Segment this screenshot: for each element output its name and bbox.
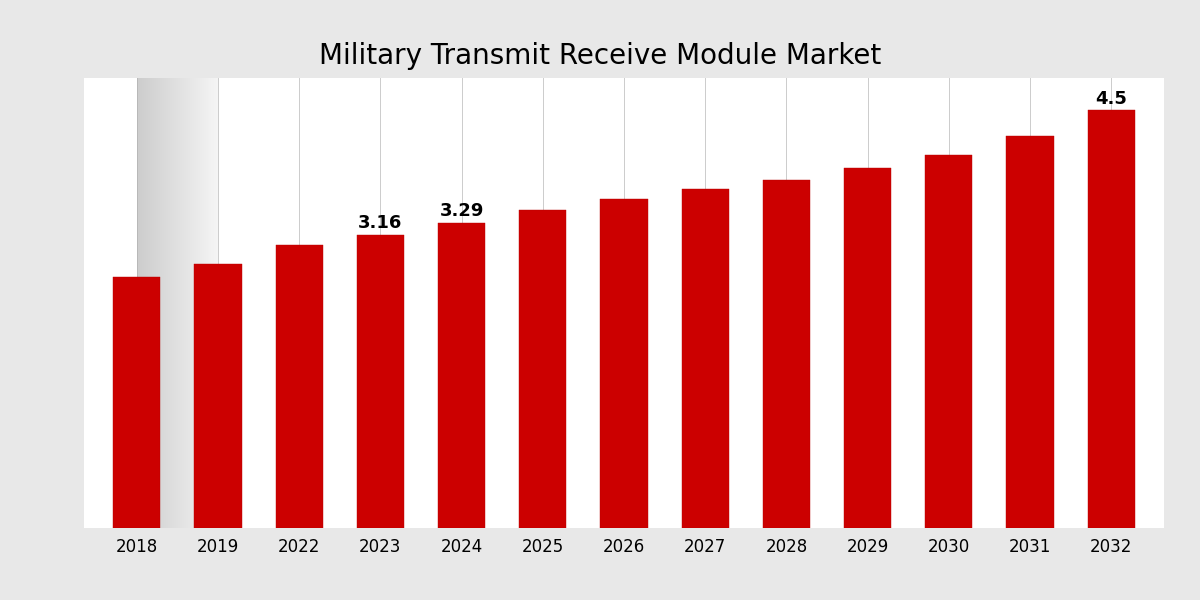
Bar <box>356 235 404 528</box>
Bar <box>600 199 648 528</box>
Bar <box>113 277 161 528</box>
Text: 4.5: 4.5 <box>1096 89 1127 107</box>
Text: Military Transmit Receive Module Market: Military Transmit Receive Module Market <box>319 42 881 70</box>
Bar <box>438 223 485 528</box>
Bar <box>763 180 810 528</box>
Bar <box>925 155 972 528</box>
Bar <box>1087 110 1135 528</box>
Bar <box>194 263 241 528</box>
Bar <box>1007 136 1054 528</box>
Bar <box>844 168 892 528</box>
Bar <box>682 190 728 528</box>
Bar <box>276 245 323 528</box>
Text: 3.29: 3.29 <box>439 202 484 220</box>
Text: 3.16: 3.16 <box>359 214 402 232</box>
Bar <box>520 210 566 528</box>
